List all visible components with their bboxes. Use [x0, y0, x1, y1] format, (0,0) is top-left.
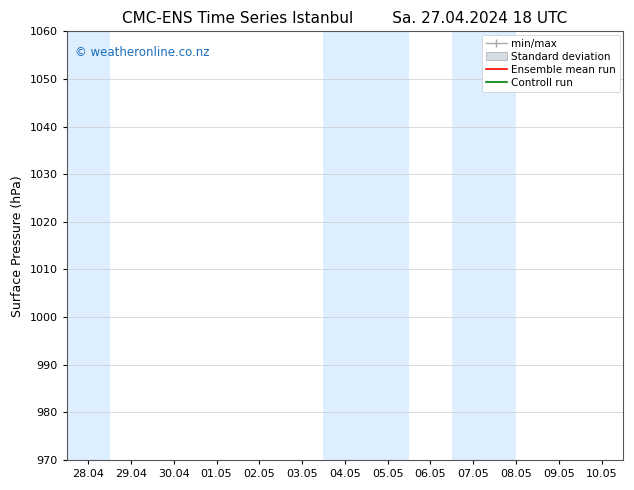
Title: CMC-ENS Time Series Istanbul        Sa. 27.04.2024 18 UTC: CMC-ENS Time Series Istanbul Sa. 27.04.2…	[122, 11, 567, 26]
Bar	[67, 31, 110, 460]
Text: © weatheronline.co.nz: © weatheronline.co.nz	[75, 47, 210, 59]
Legend: min/max, Standard deviation, Ensemble mean run, Controll run: min/max, Standard deviation, Ensemble me…	[482, 35, 620, 92]
Y-axis label: Surface Pressure (hPa): Surface Pressure (hPa)	[11, 175, 24, 317]
Bar	[452, 31, 516, 460]
Bar	[323, 31, 409, 460]
